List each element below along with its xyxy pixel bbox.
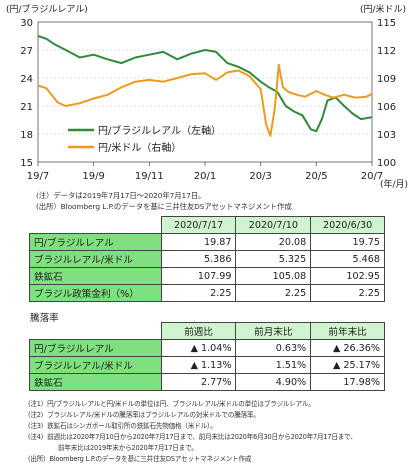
x-tick-label: 20/7	[361, 171, 383, 182]
left-tick-label: 30	[20, 18, 33, 29]
rate-table-header: 前週比 前月末比 前年末比	[29, 322, 385, 340]
table-cell: 0.63%	[235, 339, 312, 357]
row-label: 円/ブラジルレアル	[29, 339, 162, 357]
row-label: 鉄鉱石	[29, 373, 162, 391]
row-label: 円/ブラジルレアル	[29, 233, 162, 251]
table-cell: 107.99	[160, 267, 237, 285]
left-tick-label: 21	[20, 102, 33, 113]
table-row: 円/ブラジルレアル 19.87 20.08 19.75	[29, 233, 385, 251]
rate-header-blank	[29, 322, 162, 340]
footnote: (注3）鉄鉱石はシンガポール取引所の鉄鉱石先物価格（米ドル）。	[28, 422, 217, 430]
table-cell: 105.08	[235, 267, 312, 285]
exchange-rate-chart: 15 18 21 24 27 30 100 103 106 109 112 115 19/7 19/9 19…	[6, 3, 408, 190]
x-tick-label: 19/9	[82, 171, 104, 182]
table-cell: 2.77%	[160, 373, 237, 391]
row-label: ブラジルレアル/米ドル	[29, 356, 162, 374]
x-tick-label: 19/7	[27, 171, 49, 182]
x-tick-label: 19/11	[135, 171, 164, 182]
table-cell: 5.468	[310, 250, 385, 268]
footnote: 前年末比は2019年末から2020年7月17日まで。	[58, 444, 198, 452]
table-cell: ▲ 26.36%	[310, 339, 385, 357]
footnote: (注2）ブラジルレアル/米ドルの騰落率はブラジルレアルの対米ドルでの騰落率。	[28, 411, 260, 419]
row-label: ブラジルレアル/米ドル	[29, 250, 162, 268]
legend-label: 円/米ドル（右軸）	[98, 141, 181, 154]
table-cell: 17.98%	[310, 373, 385, 391]
table-cell: 5.325	[235, 250, 312, 268]
level-header-date: 2020/7/10	[235, 216, 312, 234]
left-tick-label: 27	[20, 46, 33, 57]
legend-label: 円/ブラジルレアル（左軸）	[98, 124, 221, 137]
row-label: ブラジル政策金利（%）	[29, 284, 162, 302]
rate-table: 前週比 前月末比 前年末比 円/ブラジルレアル ▲ 1.04% 0.63% ▲ …	[29, 322, 385, 391]
left-tick-label: 15	[20, 158, 33, 169]
table-cell: 5.386	[160, 250, 237, 268]
x-axis-unit: (年/月)	[380, 178, 408, 190]
rate-header: 前週比	[160, 322, 237, 340]
table-cell: 102.95	[310, 267, 385, 285]
x-tick-label: 20/3	[249, 171, 271, 182]
rate-header: 前年末比	[310, 322, 385, 340]
right-tick-label: 112	[377, 46, 396, 57]
footnote: (注4）前週比は2020年7月10日から2020年7月17日まで、前月末比は20…	[28, 433, 357, 441]
right-tick-label: 109	[377, 74, 396, 85]
right-tick-label: 106	[377, 102, 396, 113]
x-tick-label: 20/1	[194, 171, 216, 182]
footnote: (出所）Bloomberg L.P.のデータを基に三井住友DSアセットマネジメン…	[28, 455, 252, 463]
chart-period-note: (注）データは2019年7月17日～2020年7月17日。	[36, 191, 206, 200]
row-label: 鉄鉱石	[29, 267, 162, 285]
level-table-header: 2020/7/17 2020/7/10 2020/6/30	[29, 216, 385, 234]
table-cell: 1.51%	[235, 356, 312, 374]
table-row: ブラジルレアル/米ドル 5.386 5.325 5.468	[29, 250, 385, 268]
table-row: 円/ブラジルレアル ▲ 1.04% 0.63% ▲ 26.36%	[29, 339, 385, 357]
table-cell: ▲ 25.17%	[310, 356, 385, 374]
table-cell: ▲ 1.13%	[160, 356, 237, 374]
table-cell: 2.25	[235, 284, 312, 302]
footnote: (注1）円/ブラジルレアルと円/米ドルの単位は円、ブラジルレアル/米ドルの単位は…	[28, 400, 315, 408]
table-cell: 2.25	[310, 284, 385, 302]
right-tick-label: 115	[377, 18, 396, 29]
level-header-date: 2020/7/17	[160, 216, 237, 234]
table-cell: 19.87	[160, 233, 237, 251]
table-row: ブラジル政策金利（%） 2.25 2.25 2.25	[29, 284, 385, 302]
brl-jpy-series-line	[37, 35, 373, 133]
table-row: ブラジルレアル/米ドル ▲ 1.13% 1.51% ▲ 25.17%	[29, 356, 385, 374]
rate-table-title: 騰落率	[30, 313, 59, 324]
table-cell: 19.75	[310, 233, 385, 251]
right-axis-unit: (円/米ドル)	[360, 3, 406, 15]
level-header-blank	[29, 216, 162, 234]
usd-jpy-series-line	[37, 63, 373, 137]
x-tick-label: 20/5	[305, 171, 327, 182]
plot-frame	[37, 21, 373, 163]
level-header-date: 2020/6/30	[310, 216, 385, 234]
right-tick-label: 103	[377, 130, 396, 141]
rate-header: 前月末比	[235, 322, 312, 340]
right-tick-label: 100	[377, 158, 396, 169]
table-cell: 20.08	[235, 233, 312, 251]
level-table: 2020/7/17 2020/7/10 2020/6/30 円/ブラジルレアル …	[29, 216, 385, 302]
table-cell: 2.25	[160, 284, 237, 302]
table-cell: ▲ 1.04%	[160, 339, 237, 357]
chart-source-note: (出所）Bloomberg L.P.のデータを基に三井住友DSアセットマネジメン…	[36, 202, 292, 211]
table-row: 鉄鉱石 107.99 105.08 102.95	[29, 267, 385, 285]
table-row: 鉄鉱石 2.77% 4.90% 17.98%	[29, 373, 385, 391]
left-axis-unit: (円/ブラジルレアル)	[6, 3, 88, 15]
table-cell: 4.90%	[235, 373, 312, 391]
left-tick-label: 18	[20, 130, 33, 141]
left-tick-label: 24	[20, 74, 33, 85]
